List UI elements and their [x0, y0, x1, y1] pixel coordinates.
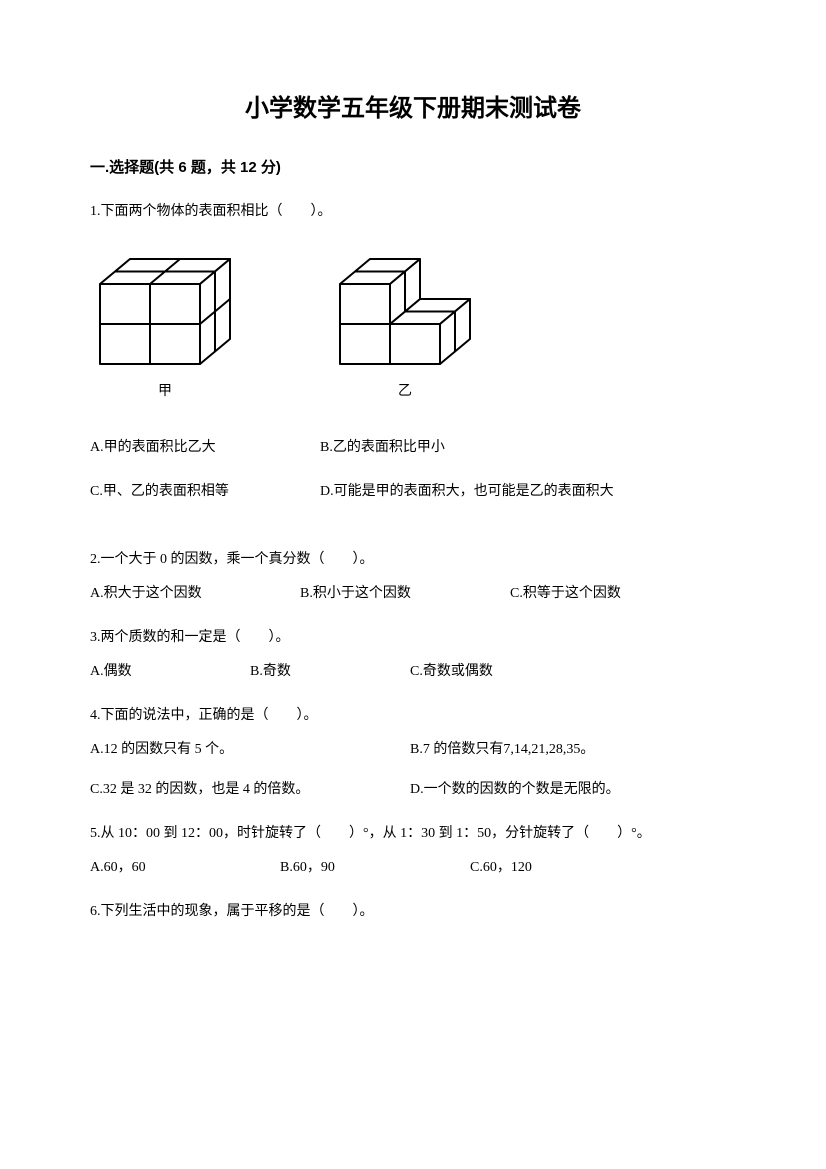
q1-stem: 1.下面两个物体的表面积相比（ ）。: [90, 198, 736, 226]
q4-option-b: B.7 的倍数只有7,14,21,28,35。: [410, 736, 594, 764]
question-2: 2.一个大于 0 的因数，乘一个真分数（ ）。 A.积大于这个因数 B.积小于这…: [90, 546, 736, 608]
question-1: 1.下面两个物体的表面积相比（ ）。 甲: [90, 198, 736, 506]
q5-option-c: C.60，120: [470, 854, 532, 882]
q5-stem: 5.从 10：00 到 12：00，时针旋转了（ ）°，从 1：30 到 1：5…: [90, 820, 736, 848]
q4-row-cd: C.32 是 32 的因数，也是 4 的倍数。 D.一个数的因数的个数是无限的。: [90, 776, 736, 804]
q1-figures: 甲: [90, 244, 736, 406]
q5-option-b: B.60，90: [280, 854, 470, 882]
q3-option-a: A.偶数: [90, 658, 250, 686]
q3-option-b: B.奇数: [250, 658, 410, 686]
q1-fig-a-label: 甲: [158, 378, 172, 406]
page-title: 小学数学五年级下册期末测试卷: [90, 90, 736, 128]
q6-stem: 6.下列生活中的现象，属于平移的是（ ）。: [90, 898, 736, 926]
question-5: 5.从 10：00 到 12：00，时针旋转了（ ）°，从 1：30 到 1：5…: [90, 820, 736, 882]
q4-stem: 4.下面的说法中，正确的是（ ）。: [90, 702, 736, 730]
q1-option-a: A.甲的表面积比乙大: [90, 434, 320, 462]
q4-row-ab: A.12 的因数只有 5 个。 B.7 的倍数只有7,14,21,28,35。: [90, 736, 736, 764]
q4-option-d: D.一个数的因数的个数是无限的。: [410, 776, 620, 804]
q1-fig-b-label: 乙: [398, 378, 412, 406]
q3-option-c: C.奇数或偶数: [410, 658, 493, 686]
q1-figure-a: 甲: [90, 244, 240, 406]
cube-notch-icon: [330, 244, 480, 374]
q5-option-a: A.60，60: [90, 854, 280, 882]
q3-options: A.偶数 B.奇数 C.奇数或偶数: [90, 658, 736, 686]
q4-option-c: C.32 是 32 的因数，也是 4 的倍数。: [90, 776, 410, 804]
q1-option-c: C.甲、乙的表面积相等: [90, 478, 320, 506]
q1-figure-b: 乙: [330, 244, 480, 406]
q2-option-b: B.积小于这个因数: [300, 580, 510, 608]
q1-option-d: D.可能是甲的表面积大，也可能是乙的表面积大: [320, 478, 614, 506]
q1-row-cd: C.甲、乙的表面积相等 D.可能是甲的表面积大，也可能是乙的表面积大: [90, 478, 736, 506]
question-6: 6.下列生活中的现象，属于平移的是（ ）。: [90, 898, 736, 926]
q3-stem: 3.两个质数的和一定是（ ）。: [90, 624, 736, 652]
q5-options: A.60，60 B.60，90 C.60，120: [90, 854, 736, 882]
q4-option-a: A.12 的因数只有 5 个。: [90, 736, 410, 764]
q1-option-b: B.乙的表面积比甲小: [320, 434, 445, 462]
q2-option-a: A.积大于这个因数: [90, 580, 300, 608]
cube-full-icon: [90, 244, 240, 374]
q2-options: A.积大于这个因数 B.积小于这个因数 C.积等于这个因数: [90, 580, 736, 608]
section-heading: 一.选择题(共 6 题，共 12 分): [90, 156, 736, 180]
question-3: 3.两个质数的和一定是（ ）。 A.偶数 B.奇数 C.奇数或偶数: [90, 624, 736, 686]
question-4: 4.下面的说法中，正确的是（ ）。 A.12 的因数只有 5 个。 B.7 的倍…: [90, 702, 736, 804]
q2-option-c: C.积等于这个因数: [510, 580, 621, 608]
q2-stem: 2.一个大于 0 的因数，乘一个真分数（ ）。: [90, 546, 736, 574]
q1-row-ab: A.甲的表面积比乙大 B.乙的表面积比甲小: [90, 434, 736, 462]
